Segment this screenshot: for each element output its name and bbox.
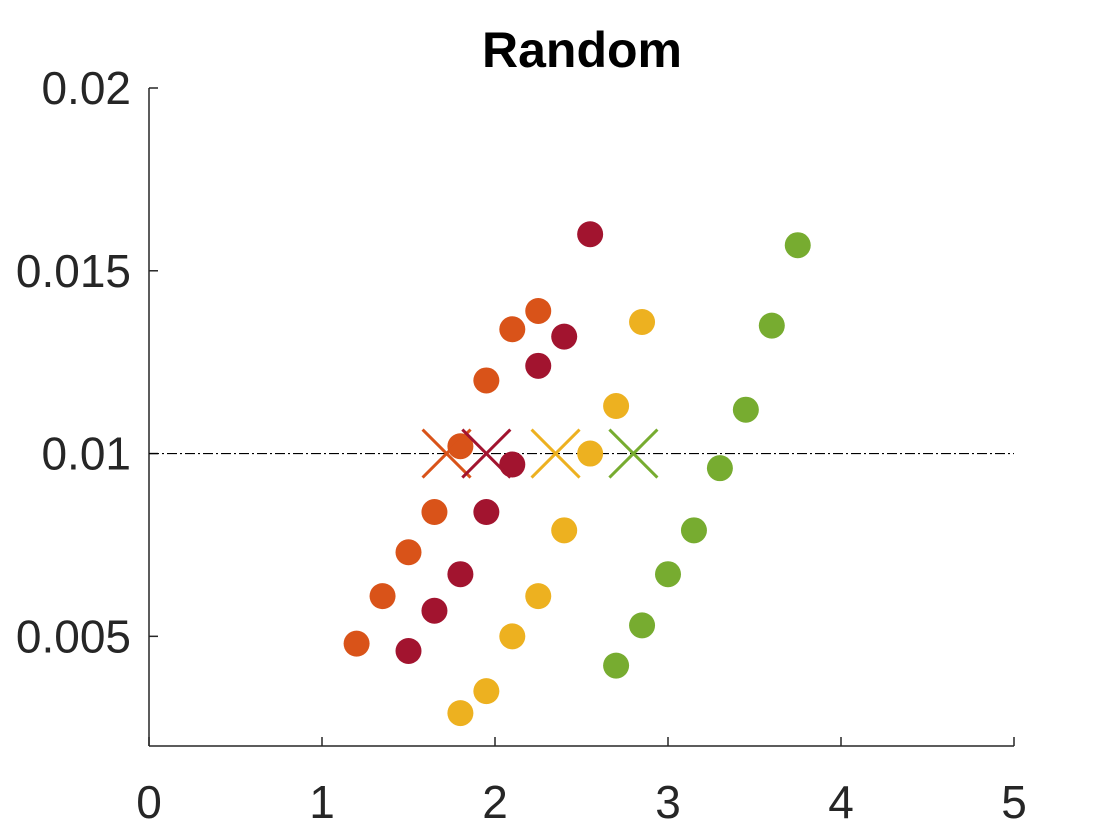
axes: 0 1 2 3 4 5 0.005 0.01 0.015 0.02 [16,62,1027,828]
data-point [551,517,578,544]
data-point [732,396,759,423]
data-point [473,499,500,526]
data-point [421,499,448,526]
data-point [499,316,526,343]
data-point [343,630,370,657]
x-marker [530,428,581,479]
data-point [680,517,707,544]
data-point [603,652,630,679]
x-tick-label: 0 [136,776,162,828]
data-point [421,597,448,624]
data-point [629,612,656,639]
x-tick-label: 5 [1001,776,1027,828]
data-point [603,393,630,420]
data-point [395,637,422,664]
data-point [629,308,656,335]
data-point [499,451,526,478]
x-tick-label: 3 [655,776,681,828]
chart-title: Random [482,22,682,78]
data-point [499,623,526,650]
data-point [784,232,811,259]
data-point [577,221,604,248]
data-point [525,297,552,324]
data-point [525,583,552,610]
data-point [706,455,733,482]
data-point [525,352,552,379]
x-marker [421,428,472,479]
data-point [473,367,500,394]
data-point [551,323,578,350]
x-marker [608,428,659,479]
data-point [473,678,500,705]
data-point [395,539,422,566]
data-point [577,440,604,467]
data-point [369,583,396,610]
x-marker [461,428,512,479]
data-point [655,561,681,588]
data-points [343,221,811,727]
data-point [447,561,474,588]
y-tick-label: 0.005 [16,610,131,662]
x-tick-label: 2 [482,776,508,828]
data-point [447,700,474,727]
x-tick-label: 4 [828,776,854,828]
data-point [758,312,785,339]
y-tick-label: 0.01 [41,428,131,480]
data-point [447,433,474,460]
y-tick-label: 0.015 [16,245,131,297]
x-tick-label: 1 [309,776,335,828]
x-markers [421,428,659,479]
y-tick-label: 0.02 [41,62,131,114]
